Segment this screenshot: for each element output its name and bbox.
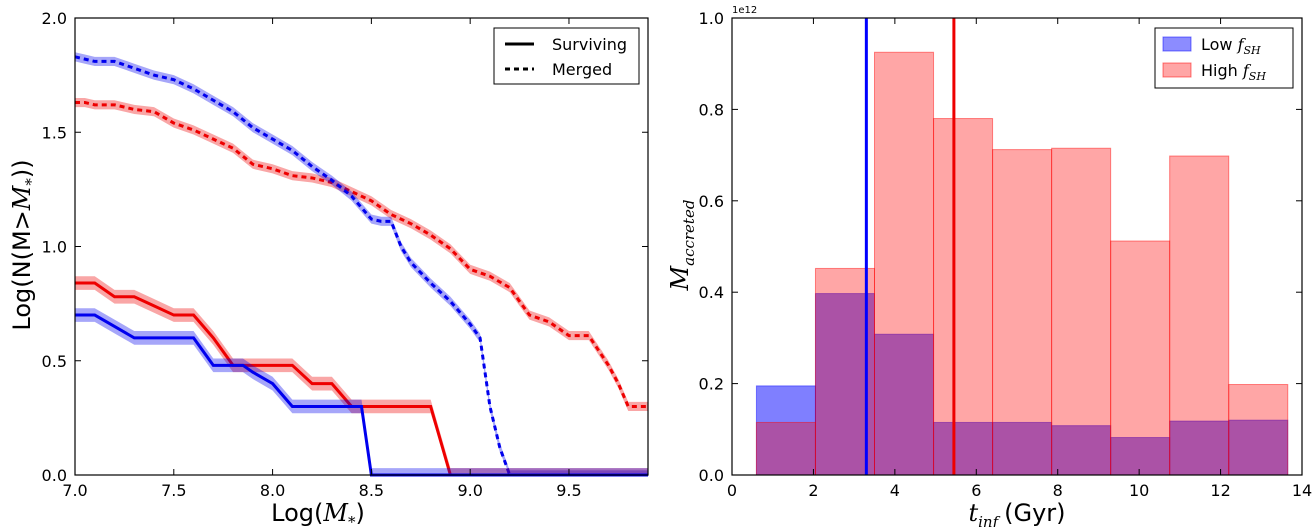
bar-low bbox=[1110, 437, 1171, 476]
left-xtick-label: 7.5 bbox=[161, 481, 186, 500]
left-line-low-merged bbox=[74, 55, 648, 477]
left-legend: Surviving Merged bbox=[493, 27, 640, 85]
right-ytick-label: 0.6 bbox=[699, 192, 724, 211]
left-y-axis-label: Log(N(M>M*)) bbox=[8, 159, 40, 330]
left-ytick-label: 1.5 bbox=[42, 123, 67, 142]
right-ytick-label: 0.4 bbox=[699, 283, 724, 302]
right-ytick-label: 0.2 bbox=[699, 375, 724, 394]
right-xtick-label: 6 bbox=[971, 481, 981, 500]
bar-high bbox=[874, 51, 935, 476]
right-ytick-label: 0.0 bbox=[699, 466, 724, 485]
bar-high bbox=[1110, 240, 1171, 476]
legend-high-swatch bbox=[1162, 62, 1192, 78]
left-xtick-label: 8.0 bbox=[260, 481, 285, 500]
legend-merged-label: Merged bbox=[552, 60, 612, 79]
right-xtick-label: 8 bbox=[1053, 481, 1063, 500]
left-xtick-label: 9.5 bbox=[556, 481, 581, 500]
right-bars-group bbox=[755, 51, 1289, 476]
left-xtick-label: 7.0 bbox=[62, 481, 87, 500]
left-ytick-label: 0.0 bbox=[42, 466, 67, 485]
right-xtick-label: 0 bbox=[727, 481, 737, 500]
bar-low bbox=[1228, 419, 1289, 476]
bar-low bbox=[1169, 420, 1230, 476]
right-ytick-label: 1.0 bbox=[699, 9, 724, 28]
bar-high bbox=[1228, 384, 1289, 476]
left-line-low-surviving bbox=[75, 313, 648, 477]
left-line-high-surviving bbox=[75, 281, 648, 477]
bar-high bbox=[933, 118, 994, 476]
right-x-axis-label: tinf (Gyr) bbox=[968, 499, 1065, 527]
bar-high bbox=[992, 149, 1053, 476]
left-xtick-label: 8.5 bbox=[359, 481, 384, 500]
left-legend-box bbox=[493, 27, 640, 85]
right-plot-frame bbox=[731, 17, 1303, 476]
bar-low bbox=[992, 421, 1053, 476]
left-xtick-label: 9.0 bbox=[457, 481, 482, 500]
bar-low bbox=[933, 421, 994, 476]
right-xtick-label: 4 bbox=[890, 481, 900, 500]
bar-low bbox=[1051, 425, 1112, 476]
left-plot: 7.0 7.5 8.0 8.5 9.0 9.5 0.0 0.5 1.0 1.5 2.0 Surviv… bbox=[8, 9, 649, 527]
right-xtick-label: 12 bbox=[1210, 481, 1230, 500]
legend-surviving-label: Surviving bbox=[552, 35, 627, 54]
bar-high bbox=[755, 421, 816, 476]
bar-high bbox=[1051, 147, 1112, 476]
left-series-group bbox=[74, 52, 648, 477]
right-y-axis-label: Maccreted bbox=[666, 200, 698, 292]
bar-low bbox=[814, 293, 876, 476]
right-xtick-label: 10 bbox=[1129, 481, 1149, 500]
bar-high bbox=[1169, 155, 1230, 476]
left-ytick-label: 1.0 bbox=[42, 238, 67, 257]
legend-low-label: Low fSH bbox=[1201, 35, 1261, 57]
left-x-axis-label: Log(M*) bbox=[271, 499, 365, 527]
left-ticks: 7.0 7.5 8.0 8.5 9.0 9.5 0.0 0.5 1.0 1.5 2.0 bbox=[42, 9, 648, 500]
left-plot-area bbox=[75, 18, 648, 475]
right-ytick-label: 0.8 bbox=[699, 100, 724, 119]
legend-low-swatch bbox=[1162, 36, 1192, 52]
right-legend-box bbox=[1154, 27, 1294, 89]
bar-high bbox=[814, 267, 876, 476]
right-ticks: 0 2 4 6 8 10 12 14 0.0 0.2 0.4 0.6 0.8 1.0 bbox=[699, 9, 1313, 500]
right-plot: 0 2 4 6 8 10 12 14 0.0 0.2 0.4 0.6 0.8 1.0 1e12 Low f… bbox=[666, 5, 1312, 527]
right-xtick-label: 2 bbox=[808, 481, 818, 500]
right-offset-text: 1e12 bbox=[732, 5, 757, 16]
right-legend: Low fSH High fSH bbox=[1154, 27, 1294, 89]
left-line-high-merged bbox=[75, 101, 648, 408]
right-xtick-label: 14 bbox=[1292, 481, 1312, 500]
bar-low bbox=[874, 333, 935, 476]
legend-high-label: High fSH bbox=[1201, 61, 1266, 83]
left-ytick-label: 0.5 bbox=[42, 352, 67, 371]
right-vlines-group bbox=[864, 18, 956, 475]
left-ytick-label: 2.0 bbox=[42, 9, 67, 28]
